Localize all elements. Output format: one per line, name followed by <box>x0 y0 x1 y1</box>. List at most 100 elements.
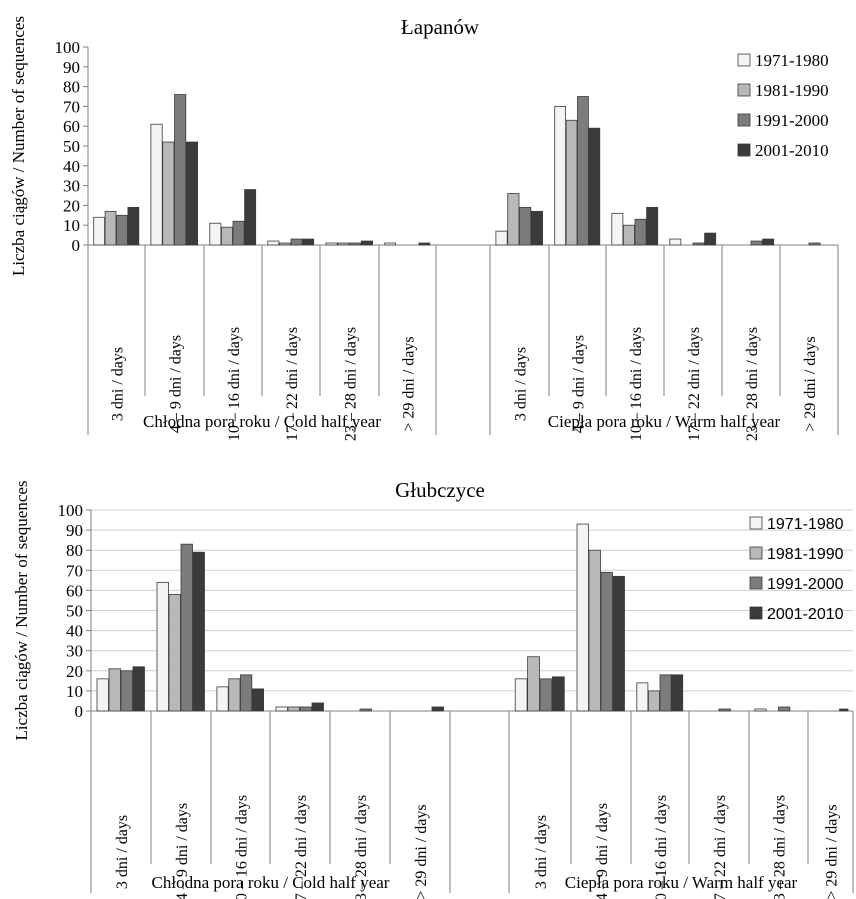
bar-1971-1980 <box>554 106 567 246</box>
bar-1971-1980 <box>495 230 508 246</box>
bar-1971-1980 <box>156 581 169 712</box>
bar-1981-1990 <box>287 706 300 712</box>
chart-title: Łapanów <box>401 15 480 39</box>
bar-1981-1990 <box>104 210 117 246</box>
category-label: 10 – 16 dni / days <box>628 327 645 441</box>
bar-1981-1990 <box>588 549 601 712</box>
bar-2001-2010 <box>646 206 659 246</box>
bar-1981-1990 <box>162 141 175 246</box>
bar-1981-1990 <box>565 119 578 246</box>
bar-1991-2000 <box>600 571 613 712</box>
bar-1981-1990 <box>337 242 350 246</box>
category-label: 23 – 28 dni / days <box>744 327 761 441</box>
y-tick-label: 0 <box>75 702 84 721</box>
bar-2001-2010 <box>185 141 199 246</box>
bar-1981-1990 <box>623 224 635 246</box>
bar-1971-1980 <box>275 706 288 712</box>
legend-label: 1981-1990 <box>767 546 844 563</box>
category-label: 10 – 16 dni / days <box>234 795 251 899</box>
bar-1991-2000 <box>290 238 303 246</box>
bar-2001-2010 <box>839 708 849 712</box>
bar-2001-2010 <box>530 210 543 246</box>
category-label: 17 – 22 dni / days <box>686 327 703 441</box>
y-tick-label: 20 <box>66 662 83 681</box>
y-tick-label: 30 <box>63 177 80 196</box>
bar-1991-2000 <box>750 240 763 246</box>
category-label: 17 – 22 dni / days <box>712 795 729 899</box>
group-label: Chłodna pora roku / Cold half year <box>143 412 381 431</box>
legend-label: 2001-2010 <box>767 606 844 623</box>
bar-1991-2000 <box>634 218 647 246</box>
bar-2001-2010 <box>671 674 684 712</box>
bar-1971-1980 <box>150 123 163 246</box>
bar-1971-1980 <box>267 240 280 246</box>
bar-2001-2010 <box>127 206 140 246</box>
bar-1991-2000 <box>808 242 821 246</box>
legend-swatch <box>737 143 751 157</box>
legend-label: 1971-1980 <box>755 51 829 70</box>
bar-2001-2010 <box>552 676 565 712</box>
bar-1971-1980 <box>216 686 229 712</box>
bar-1971-1980 <box>636 682 649 712</box>
category-label: 23 – 28 dni / days <box>772 795 789 899</box>
y-tick-label: 30 <box>66 642 83 661</box>
y-tick-label: 40 <box>63 157 80 176</box>
legend-swatch <box>737 83 751 97</box>
group-label: Chłodna pora roku / Cold half year <box>152 873 390 892</box>
bar-1991-2000 <box>359 708 372 712</box>
legend-label: 2001-2010 <box>755 141 829 160</box>
bar-2001-2010 <box>311 702 324 712</box>
y-tick-label: 50 <box>66 602 83 621</box>
chart-title: Głubczyce <box>395 478 485 502</box>
bar-2001-2010 <box>302 238 315 246</box>
y-tick-label: 20 <box>63 196 80 215</box>
bar-1971-1980 <box>93 216 105 246</box>
bar-1991-2000 <box>349 242 362 246</box>
bar-2001-2010 <box>588 127 601 246</box>
category-label: 3 dni / days <box>114 815 131 889</box>
y-tick-label: 10 <box>63 216 80 235</box>
bar-1991-2000 <box>232 220 245 246</box>
bar-1981-1990 <box>527 656 540 712</box>
y-tick-label: 90 <box>63 58 80 77</box>
legend-label: 1981-1990 <box>755 81 829 100</box>
y-axis-label: Liczba ciągów / Number of sequences <box>12 480 31 740</box>
bar-1991-2000 <box>116 214 128 246</box>
bar-1971-1980 <box>611 212 624 246</box>
legend-swatch <box>749 576 763 590</box>
y-tick-label: 80 <box>66 541 83 560</box>
bar-1971-1980 <box>325 242 338 246</box>
legend-swatch <box>737 113 751 127</box>
category-label: 3 dni / days <box>533 815 550 889</box>
bar-1981-1990 <box>168 594 181 712</box>
bar-1971-1980 <box>514 678 528 712</box>
bar-2001-2010 <box>251 688 265 712</box>
category-label: 23 – 28 dni / days <box>343 327 360 441</box>
bar-1991-2000 <box>120 670 133 712</box>
legend-label: 1991-2000 <box>755 111 829 130</box>
bar-1971-1980 <box>209 222 222 246</box>
y-tick-label: 100 <box>55 38 81 57</box>
bar-1991-2000 <box>519 206 532 246</box>
bar-2001-2010 <box>612 575 625 712</box>
y-tick-label: 90 <box>66 521 83 540</box>
legend-label: 1971-1980 <box>767 516 844 533</box>
category-label: > 29 dni / days <box>824 804 841 899</box>
y-tick-label: 50 <box>63 137 80 156</box>
bar-2001-2010 <box>704 232 717 246</box>
bar-1991-2000 <box>240 674 253 712</box>
bar-1981-1990 <box>278 242 291 246</box>
category-label: 4 – 9 dni / days <box>594 803 611 899</box>
bar-1981-1990 <box>108 668 121 712</box>
y-axis-label: Liczba ciągów / Number of sequences <box>9 16 28 276</box>
bar-1991-2000 <box>692 242 705 246</box>
bar-1971-1980 <box>669 238 682 246</box>
legend-swatch <box>749 606 763 620</box>
legend-swatch <box>737 53 751 67</box>
bar-1991-2000 <box>659 674 672 712</box>
bar-1971-1980 <box>576 523 589 712</box>
bar-1981-1990 <box>648 690 660 712</box>
category-label: 10 – 16 dni / days <box>653 795 670 899</box>
y-tick-label: 0 <box>72 236 81 255</box>
